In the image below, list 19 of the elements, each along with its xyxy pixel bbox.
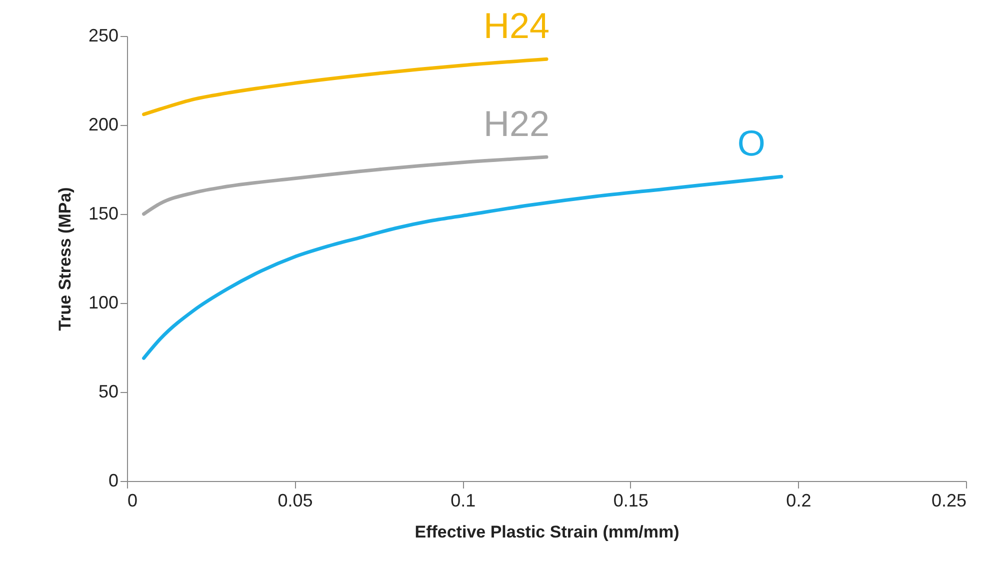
x-tick-label: 0 — [128, 490, 138, 510]
y-tick-label: 200 — [88, 114, 118, 134]
x-axis-title: Effective Plastic Strain (mm/mm) — [414, 522, 680, 542]
y-tick-label: 0 — [108, 470, 118, 490]
y-tick-label: 100 — [88, 292, 118, 312]
x-tick-label: 0.05 — [278, 490, 313, 510]
line-series — [142, 155, 548, 216]
x-tick-label: 0.15 — [613, 490, 648, 510]
y-axis-title: True Stress (MPa) — [55, 187, 74, 331]
x-tick-label: 0.2 — [786, 490, 812, 510]
series-label: O — [737, 122, 766, 164]
y-tick-label: 150 — [88, 204, 118, 224]
y-tick-label: 250 — [88, 26, 118, 46]
y-tick-label: 50 — [98, 382, 118, 402]
line-series — [142, 174, 784, 360]
x-tick-label: 0.25 — [931, 490, 966, 510]
series-label: H24 — [483, 5, 550, 46]
x-tick-label: 0.1 — [450, 490, 476, 510]
series-label: H22 — [483, 103, 550, 144]
